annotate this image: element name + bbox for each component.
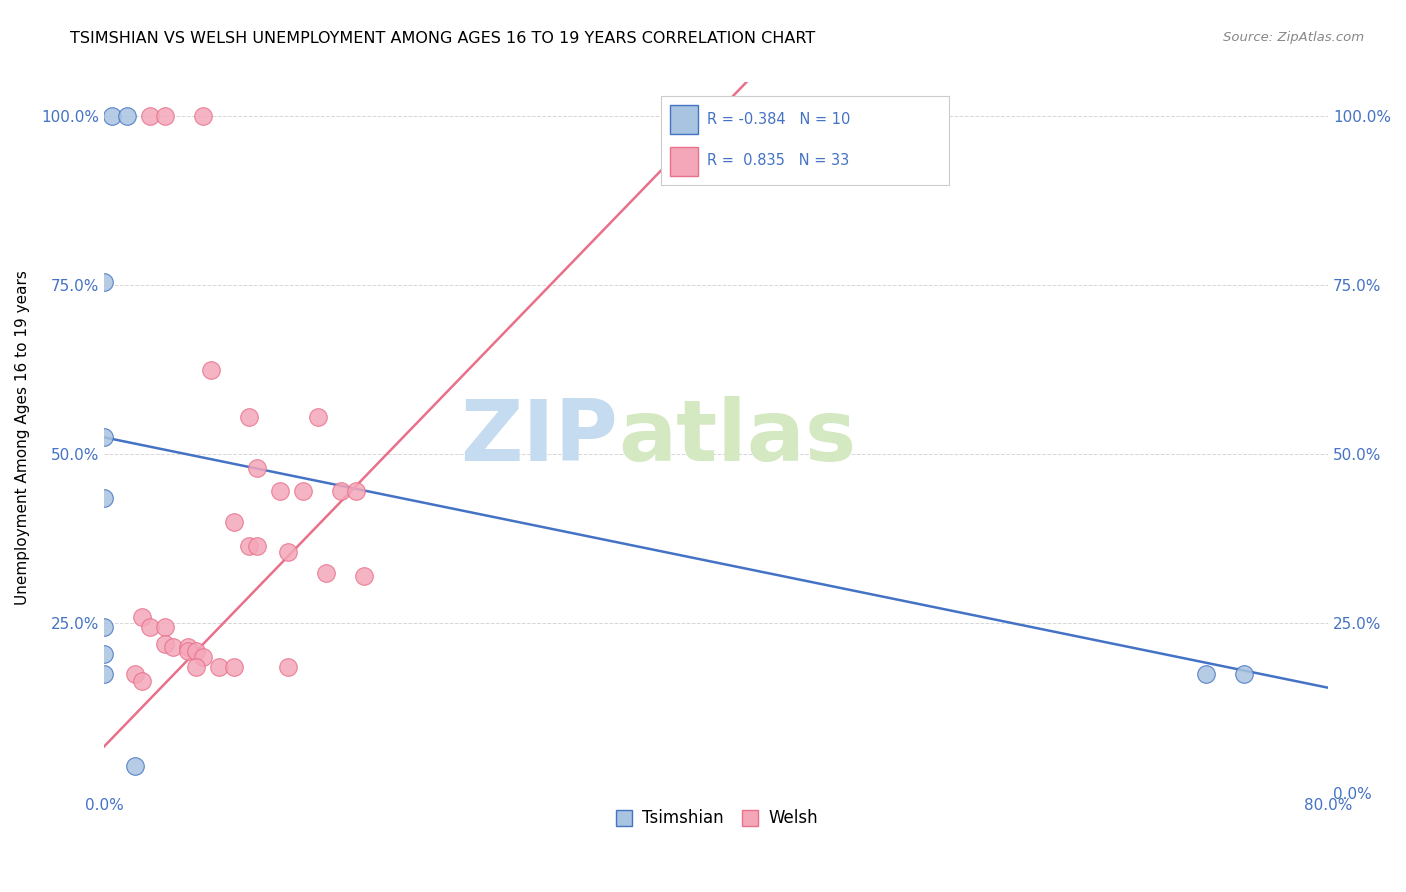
- Point: [93, 647, 115, 661]
- Point: [246, 460, 269, 475]
- Point: [269, 484, 291, 499]
- Point: [238, 409, 260, 424]
- Y-axis label: Unemployment Among Ages 16 to 19 years: Unemployment Among Ages 16 to 19 years: [15, 270, 30, 605]
- Point: [330, 484, 353, 499]
- Point: [93, 430, 115, 444]
- Point: [184, 660, 207, 674]
- Point: [208, 660, 231, 674]
- Point: [238, 539, 260, 553]
- Point: [1233, 667, 1256, 681]
- Point: [222, 515, 245, 529]
- Legend: Tsimshian, Welsh: Tsimshian, Welsh: [607, 803, 825, 834]
- Point: [93, 620, 115, 634]
- Text: atlas: atlas: [619, 396, 856, 479]
- Point: [193, 109, 215, 123]
- Point: [1195, 667, 1218, 681]
- Point: [131, 673, 153, 688]
- Text: TSIMSHIAN VS WELSH UNEMPLOYMENT AMONG AGES 16 TO 19 YEARS CORRELATION CHART: TSIMSHIAN VS WELSH UNEMPLOYMENT AMONG AG…: [70, 31, 815, 46]
- Point: [177, 640, 200, 654]
- Point: [277, 545, 299, 559]
- Point: [307, 409, 329, 424]
- Point: [93, 275, 115, 289]
- Point: [193, 650, 215, 665]
- Point: [184, 643, 207, 657]
- Text: Source: ZipAtlas.com: Source: ZipAtlas.com: [1223, 31, 1364, 45]
- Point: [153, 109, 176, 123]
- Point: [353, 569, 375, 583]
- Point: [139, 620, 162, 634]
- Point: [124, 758, 146, 772]
- Point: [115, 109, 138, 123]
- Point: [675, 109, 697, 123]
- Point: [153, 637, 176, 651]
- Point: [222, 660, 245, 674]
- Point: [162, 640, 184, 654]
- Point: [291, 484, 314, 499]
- Point: [139, 109, 162, 123]
- Point: [93, 667, 115, 681]
- Point: [131, 609, 153, 624]
- Point: [200, 362, 222, 376]
- Point: [100, 109, 122, 123]
- Point: [277, 660, 299, 674]
- Point: [315, 566, 337, 580]
- Point: [93, 491, 115, 506]
- Point: [153, 620, 176, 634]
- Point: [246, 539, 269, 553]
- Point: [346, 484, 368, 499]
- Point: [124, 667, 146, 681]
- Text: ZIP: ZIP: [460, 396, 619, 479]
- Point: [177, 643, 200, 657]
